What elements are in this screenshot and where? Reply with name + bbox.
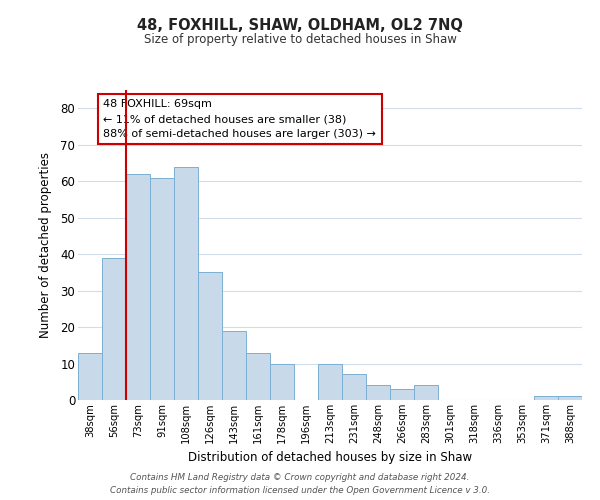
- Text: 48, FOXHILL, SHAW, OLDHAM, OL2 7NQ: 48, FOXHILL, SHAW, OLDHAM, OL2 7NQ: [137, 18, 463, 32]
- Bar: [150, 178, 174, 400]
- Bar: [342, 374, 366, 400]
- Bar: [318, 364, 342, 400]
- Text: Contains HM Land Registry data © Crown copyright and database right 2024.: Contains HM Land Registry data © Crown c…: [130, 472, 470, 482]
- Bar: [222, 330, 246, 400]
- Text: Size of property relative to detached houses in Shaw: Size of property relative to detached ho…: [143, 32, 457, 46]
- Bar: [366, 386, 390, 400]
- Bar: [198, 272, 222, 400]
- Bar: [558, 396, 582, 400]
- Bar: [102, 258, 126, 400]
- Bar: [534, 396, 558, 400]
- Bar: [246, 352, 270, 400]
- Bar: [270, 364, 294, 400]
- Bar: [78, 352, 102, 400]
- Text: Contains public sector information licensed under the Open Government Licence v : Contains public sector information licen…: [110, 486, 490, 495]
- Bar: [126, 174, 150, 400]
- Bar: [414, 386, 438, 400]
- Bar: [390, 389, 414, 400]
- Y-axis label: Number of detached properties: Number of detached properties: [39, 152, 52, 338]
- X-axis label: Distribution of detached houses by size in Shaw: Distribution of detached houses by size …: [188, 452, 472, 464]
- Bar: [174, 166, 198, 400]
- Text: 48 FOXHILL: 69sqm
← 11% of detached houses are smaller (38)
88% of semi-detached: 48 FOXHILL: 69sqm ← 11% of detached hous…: [103, 100, 376, 139]
